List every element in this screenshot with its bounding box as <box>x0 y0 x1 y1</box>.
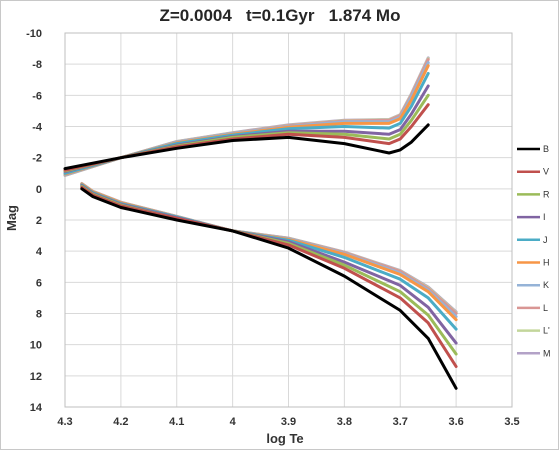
y-tick-labels: -10 -8 -6 -4 -2 0 2 4 6 8 10 12 14 <box>26 28 43 414</box>
y-tick-label: 0 <box>36 184 42 196</box>
x-tick-label: 4.1 <box>169 416 184 428</box>
series-layer <box>63 56 458 390</box>
legend: B V R I J H K L L' M <box>517 144 551 358</box>
y-tick-label: 14 <box>30 402 43 414</box>
legend-label: I <box>543 212 546 222</box>
plot-area-border <box>64 32 513 408</box>
y-tick-label: 4 <box>36 246 43 258</box>
x-tick-label: 4.3 <box>57 416 72 428</box>
x-tick-label: 3.6 <box>448 416 463 428</box>
legend-label: R <box>543 189 550 199</box>
x-tick-label: 4 <box>230 416 237 428</box>
x-tick-label: 4.2 <box>113 416 128 428</box>
y-axis-label: Mag <box>4 205 19 231</box>
chart-title: Z=0.0004 t=0.1Gyr 1.874 Mo <box>159 6 401 25</box>
y-tick-label: 6 <box>36 277 42 289</box>
y-tick-label: -10 <box>26 28 42 40</box>
legend-label: M <box>543 348 551 358</box>
x-tick-label: 3.8 <box>337 416 352 428</box>
legend-label: V <box>543 167 549 177</box>
y-tick-label: -6 <box>32 90 42 102</box>
y-tick-label: -2 <box>32 153 42 165</box>
x-tick-label: 3.5 <box>504 416 519 428</box>
legend-label: B <box>543 144 549 154</box>
series-line-b-main-sequence <box>80 187 458 390</box>
legend-label: H <box>543 258 550 268</box>
y-tick-label: 10 <box>30 340 42 352</box>
x-tick-labels: 4.3 4.2 4.1 4 3.9 3.8 3.7 3.6 3.5 <box>57 416 519 428</box>
y-tick-label: -8 <box>32 59 42 71</box>
legend-label: J <box>543 235 548 245</box>
y-tick-label: 12 <box>30 371 42 383</box>
y-tick-label: -4 <box>32 122 43 134</box>
legend-label: K <box>543 280 549 290</box>
y-tick-label: 2 <box>36 215 42 227</box>
y-tick-label: 8 <box>36 309 42 321</box>
x-axis-label: log Te <box>266 431 303 446</box>
legend-label: L' <box>543 326 550 336</box>
legend-label: L <box>543 303 548 313</box>
series-line-b-giant-branch <box>63 123 430 171</box>
x-tick-label: 3.9 <box>281 416 296 428</box>
x-tick-label: 3.7 <box>393 416 408 428</box>
